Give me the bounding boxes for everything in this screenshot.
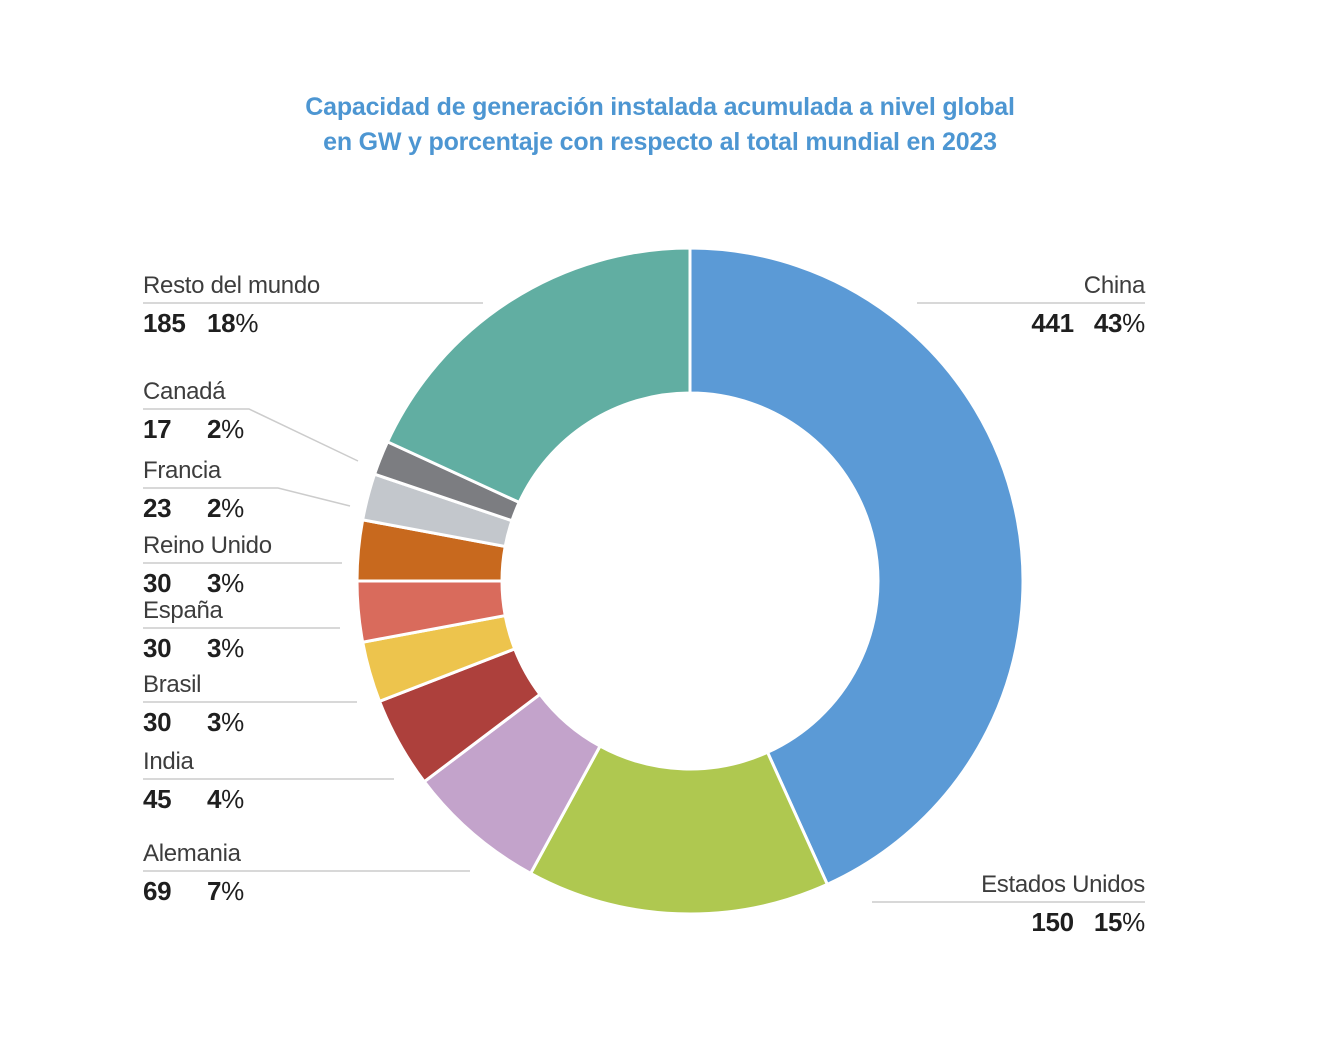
- segment-name: Francia: [143, 457, 221, 484]
- segment-value-gw: 69: [143, 876, 172, 906]
- callout-estados-unidos: Estados Unidos 150 15%: [981, 871, 1145, 936]
- segment-name: Alemania: [143, 840, 241, 867]
- segment-value-gw: 30: [143, 707, 172, 737]
- segment-percent-number: 3: [207, 633, 222, 663]
- callout-resto-del-mundo: Resto del mundo 185 18%: [143, 272, 320, 337]
- segment-percent-number: 2: [207, 493, 222, 523]
- segment-value-gw: 185: [143, 308, 186, 338]
- segment-percent: 15%: [1094, 907, 1145, 937]
- percent-symbol: %: [221, 707, 244, 737]
- segment-percent-number: 43: [1093, 308, 1123, 338]
- segment-name: India: [143, 748, 194, 775]
- segment-value-gw: 23: [143, 493, 172, 523]
- chart-title: Capacidad de generación instalada acumul…: [0, 90, 1320, 160]
- percent-symbol: %: [1122, 308, 1145, 338]
- segment-values: 45 4%: [143, 786, 244, 812]
- segment-percent: 2%: [207, 493, 244, 523]
- leader-line-canada: [143, 408, 359, 462]
- segment-percent: 7%: [207, 876, 244, 906]
- segment-percent: 3%: [207, 707, 244, 737]
- segment-name: Reino Unido: [143, 532, 272, 559]
- callout-brasil: Brasil 30 3%: [143, 671, 244, 736]
- segment-name: Estados Unidos: [981, 871, 1145, 898]
- segment-name: Brasil: [143, 671, 202, 698]
- segment-values: 150 15%: [981, 909, 1145, 935]
- segment-values: 30 3%: [143, 570, 272, 596]
- segment-values: 69 7%: [143, 878, 244, 904]
- segment-values: 441 43%: [1031, 310, 1145, 336]
- segment-value-gw: 30: [143, 633, 172, 663]
- callout-canada: Canadá 17 2%: [143, 378, 244, 443]
- segment-value-gw: 441: [1031, 308, 1074, 338]
- percent-symbol: %: [221, 784, 244, 814]
- percent-symbol: %: [221, 414, 244, 444]
- callout-reino-unido: Reino Unido 30 3%: [143, 532, 272, 597]
- segment-percent-number: 3: [207, 568, 222, 598]
- segment-percent: 2%: [207, 414, 244, 444]
- segment-value-gw: 30: [143, 568, 172, 598]
- callout-india: India 45 4%: [143, 748, 244, 813]
- callout-china: China 441 43%: [1031, 272, 1146, 337]
- callout-alemania: Alemania 69 7%: [143, 840, 244, 905]
- segment-values: 30 3%: [143, 709, 244, 735]
- percent-symbol: %: [221, 493, 244, 523]
- segment-percent: 4%: [207, 784, 244, 814]
- percent-symbol: %: [221, 876, 244, 906]
- segment-value-gw: 17: [143, 414, 172, 444]
- percent-symbol: %: [221, 568, 244, 598]
- callout-francia: Francia 23 2%: [143, 457, 244, 522]
- segment-values: 185 18%: [143, 310, 320, 336]
- segment-percent-number: 18: [207, 308, 236, 338]
- segment-name: España: [143, 597, 223, 624]
- segment-resto-del-mundo: [385, 246, 692, 505]
- segment-percent: 3%: [207, 568, 244, 598]
- percent-symbol: %: [221, 633, 244, 663]
- leader-line-francia: [143, 487, 351, 507]
- percent-symbol: %: [235, 308, 259, 338]
- percent-symbol: %: [1122, 907, 1145, 937]
- segment-percent-number: 4: [207, 784, 222, 814]
- segment-percent-number: 15: [1093, 907, 1123, 937]
- segment-percent-number: 7: [207, 876, 222, 906]
- chart-title-line1: Capacidad de generación instalada acumul…: [305, 93, 1015, 121]
- segment-values: 23 2%: [143, 495, 244, 521]
- segment-percent: 18%: [207, 308, 258, 338]
- segment-value-gw: 150: [1031, 907, 1074, 937]
- segment-name: China: [1083, 272, 1146, 299]
- segment-estados-unidos: [528, 744, 830, 916]
- segment-values: 30 3%: [143, 635, 244, 661]
- segment-china: [688, 246, 1025, 887]
- segment-percent: 43%: [1094, 308, 1145, 338]
- segment-percent-number: 3: [207, 707, 222, 737]
- segment-percent-number: 2: [207, 414, 222, 444]
- segment-value-gw: 45: [143, 784, 172, 814]
- segment-values: 17 2%: [143, 416, 244, 442]
- segment-percent: 3%: [207, 633, 244, 663]
- segment-name: Resto del mundo: [143, 272, 320, 299]
- callout-espana: España 30 3%: [143, 597, 244, 662]
- segment-name: Canadá: [143, 378, 226, 405]
- chart-title-line2: en GW y porcentaje con respecto al total…: [323, 128, 997, 156]
